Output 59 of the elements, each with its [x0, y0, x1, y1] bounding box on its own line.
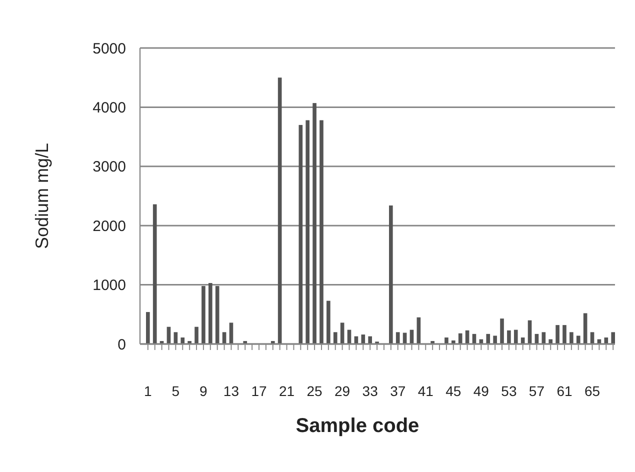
y-tick-label: 0	[118, 336, 126, 354]
bar	[583, 313, 588, 344]
bar	[312, 103, 316, 344]
y-tick-label: 3000	[92, 158, 126, 176]
x-tick-label: 5	[172, 383, 180, 399]
bar	[604, 337, 608, 344]
y-tick-label: 4000	[92, 99, 126, 116]
bar	[278, 78, 282, 344]
bar	[208, 283, 212, 344]
bar	[202, 286, 206, 344]
bar	[493, 336, 497, 344]
x-tick-label: 9	[200, 383, 208, 399]
bar	[340, 322, 344, 344]
y-axis-title: Sodium mg/L	[32, 142, 52, 250]
x-tick-label: 17	[251, 383, 267, 399]
x-tick-label: 45	[446, 383, 462, 399]
x-tick-label: 1	[144, 383, 152, 399]
bar	[368, 336, 372, 344]
bar	[576, 336, 580, 344]
x-tick-label: 33	[362, 383, 378, 399]
bar	[361, 334, 366, 344]
x-tick-label: 49	[473, 383, 490, 399]
x-tick-label: 29	[334, 383, 350, 399]
x-tick-label: 21	[278, 383, 295, 399]
bar	[514, 330, 518, 344]
bar	[180, 337, 185, 344]
x-tick-label: 53	[501, 383, 517, 399]
bar	[570, 332, 574, 344]
y-tick-label: 5000	[92, 40, 126, 58]
x-tick-label: 57	[528, 383, 545, 399]
bar	[507, 330, 511, 344]
bar	[333, 332, 338, 344]
y-tick-label: 1000	[92, 277, 126, 294]
bar	[152, 204, 157, 344]
bar	[556, 325, 560, 344]
x-tick-label: 13	[223, 383, 240, 399]
bar	[458, 333, 462, 344]
bar	[486, 334, 490, 344]
bar	[146, 312, 150, 344]
bar	[444, 337, 448, 344]
bar	[611, 332, 615, 344]
bar	[326, 300, 330, 344]
bar	[500, 318, 504, 344]
bar	[298, 124, 303, 344]
x-tick-label: 61	[556, 383, 572, 399]
bar	[562, 325, 566, 344]
x-tick-label: 41	[418, 383, 434, 399]
x-tick-label: 37	[390, 383, 406, 399]
y-tick-label: 2000	[92, 218, 126, 235]
x-axis-title: Sample code	[296, 415, 420, 437]
bar	[194, 326, 198, 344]
x-tick-label: 65	[584, 383, 600, 399]
bar	[215, 286, 220, 344]
bar	[389, 205, 393, 344]
bar	[396, 332, 400, 344]
bar	[306, 120, 310, 344]
bar	[320, 120, 324, 344]
x-tick-label: 25	[306, 383, 323, 399]
bar	[229, 322, 234, 344]
